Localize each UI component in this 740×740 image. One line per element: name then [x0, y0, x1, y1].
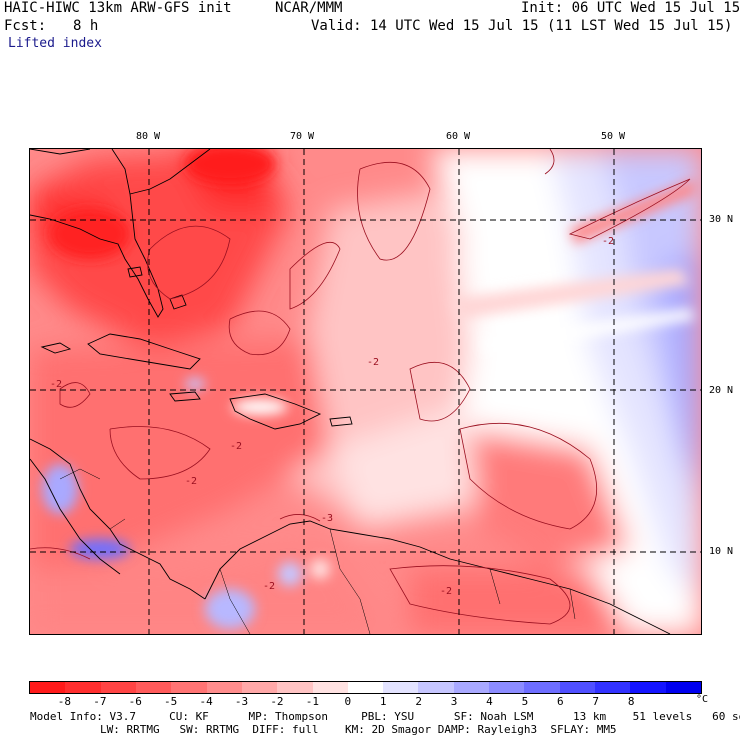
borders [59, 468, 576, 634]
contour-labels: -2 -2 -2 -2 -2 -2 -2 -3 [50, 236, 614, 597]
colorbar-tick-label: -7 [93, 695, 107, 708]
colorbar-swatch [524, 682, 560, 693]
colorbar-tick-label: -1 [305, 695, 319, 708]
colorbar-swatch [630, 682, 666, 693]
colorbar-swatch [347, 682, 384, 693]
model-info-line1: Model Info: V3.7 CU: KF MP: Thompson PBL… [30, 710, 740, 723]
colorbar-swatch [418, 682, 454, 693]
colorbar-swatch [171, 682, 207, 693]
colorbar-swatch [665, 682, 701, 693]
colorbar-swatch [65, 682, 101, 693]
field-detail [42, 149, 695, 629]
contour-label: -2 [50, 379, 62, 390]
colorbar-swatch [312, 682, 348, 693]
colorbar-tick-label: -2 [270, 695, 284, 708]
colorbar-tick-label: -3 [234, 695, 249, 708]
model-info-line2: LW: RRTMG SW: RRTMG DIFF: full KM: 2D Sm… [100, 723, 617, 736]
colorbar-tick-label: 8 [627, 695, 635, 708]
fcst-value: 8 h [73, 18, 99, 34]
contour-label: -2 [440, 586, 452, 597]
lat-label-10n: 10 N [709, 546, 734, 557]
init-time: Init: 06 UTC Wed 15 Jul 15 [521, 0, 740, 16]
colorbar-unit: °C [696, 694, 709, 705]
lat-label-20n: 20 N [709, 385, 734, 396]
contour-label: -2 [185, 476, 197, 487]
colorbar-tick-label: 4 [486, 695, 493, 708]
contour-label: -2 [230, 441, 242, 452]
colorbar-swatch [559, 682, 595, 693]
colorbar-swatch [100, 682, 136, 693]
contour-label: -3 [321, 513, 333, 524]
colorbar-swatch [383, 682, 419, 693]
colorbar-tick-label: 2 [415, 695, 422, 708]
contours [30, 149, 691, 625]
colorbar-swatch [595, 682, 631, 693]
model-title: HAIC-HIWC 13km ARW-GFS init [4, 0, 232, 16]
colorbar-tick-label: 7 [592, 695, 600, 708]
colorbar-swatch [206, 682, 242, 693]
lon-label-80w: 80 W [136, 131, 161, 142]
map-svg: -2 -2 -2 -2 -2 -2 -2 -3 [30, 149, 701, 634]
colorbar-swatch [135, 682, 172, 693]
colorbar-tick-label: -8 [57, 695, 72, 708]
colorbar-swatch [453, 682, 490, 693]
colorbar-tick-label: 3 [450, 695, 458, 708]
colorbar-tick-label: 5 [521, 695, 529, 708]
colorbar-tick-label: -6 [128, 695, 142, 708]
colorbar-tick-label: -4 [199, 695, 213, 708]
valid-time: Valid: 14 UTC Wed 15 Jul 15 (11 LST Wed … [311, 18, 733, 34]
lon-label-70w: 70 W [290, 131, 315, 142]
contour-label: -2 [367, 357, 379, 368]
colorbar-tick-label: 0 [344, 695, 352, 708]
colorbar-swatch [241, 682, 278, 693]
contour-label: -2 [263, 581, 275, 592]
fcst-label: Fcst: [4, 18, 47, 34]
lon-label-60w: 60 W [446, 131, 471, 142]
field-shading [30, 149, 701, 634]
colorbar [29, 681, 702, 694]
lifted-index-map: -2 -2 -2 -2 -2 -2 -2 -3 [29, 148, 702, 635]
colorbar-tick-label: -5 [164, 695, 178, 708]
latlon-grid [30, 149, 701, 634]
colorbar-swatch [30, 682, 66, 693]
lat-label-30n: 30 N [709, 214, 734, 225]
coastlines [30, 149, 671, 634]
field-name: Lifted index [8, 36, 102, 51]
contour-label: -2 [602, 236, 614, 247]
colorbar-tick-label: 1 [379, 695, 387, 708]
colorbar-swatch [489, 682, 525, 693]
colorbar-tick-label: 6 [557, 695, 564, 708]
org-label: NCAR/MMM [275, 0, 343, 16]
colorbar-swatch [277, 682, 313, 693]
lon-label-50w: 50 W [601, 131, 626, 142]
